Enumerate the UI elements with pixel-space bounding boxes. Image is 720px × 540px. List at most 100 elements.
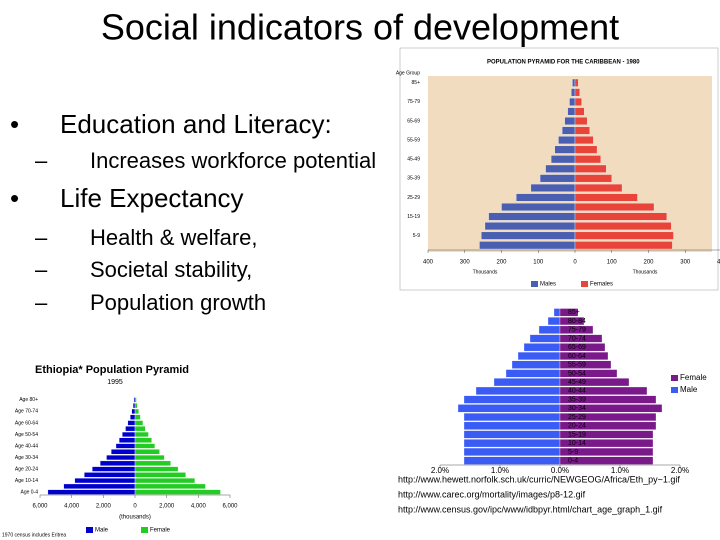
bar <box>134 478 195 484</box>
bar <box>553 308 561 317</box>
bar <box>475 386 561 395</box>
bar <box>74 478 136 484</box>
bar <box>505 369 561 378</box>
bar <box>134 449 160 455</box>
bar <box>564 117 576 125</box>
bar <box>574 117 588 125</box>
x-tick-label: 200 <box>643 260 654 266</box>
bar <box>125 426 136 432</box>
x-tick-label: 100 <box>533 260 544 266</box>
bar <box>559 447 654 456</box>
legend-swatch <box>86 527 93 533</box>
bar <box>119 437 136 443</box>
bar <box>574 174 612 183</box>
age-label: 80-84 <box>568 318 586 325</box>
bar <box>479 241 576 250</box>
age-label: 70-74 <box>568 335 586 342</box>
x-tick-label: 2,000 <box>96 504 112 510</box>
x-tick-label: 1.0% <box>611 466 629 475</box>
bar <box>484 222 576 231</box>
age-label: 0-4 <box>568 457 578 464</box>
age-label: Age 70-74 <box>15 409 38 415</box>
bar <box>457 404 561 413</box>
bar <box>111 449 136 455</box>
age-label: 5-9 <box>413 233 420 239</box>
bar <box>574 203 655 211</box>
bar <box>554 145 576 154</box>
bullet: • <box>10 109 19 139</box>
bar <box>523 343 561 352</box>
age-label: 35-39 <box>568 396 586 403</box>
x-axis-label: Thousands <box>473 269 498 275</box>
bar <box>463 456 561 465</box>
bar <box>574 88 580 97</box>
age-label: 5-9 <box>568 449 578 456</box>
dash: – <box>35 225 48 250</box>
bar <box>559 404 663 413</box>
bar <box>559 421 657 430</box>
bar <box>134 454 165 461</box>
bar <box>134 431 149 438</box>
dash: – <box>35 290 48 315</box>
bar <box>115 443 136 449</box>
dash: – <box>35 257 48 282</box>
bar <box>134 437 152 443</box>
age-label: 65-69 <box>568 344 586 351</box>
bar <box>574 231 674 240</box>
sub-bullet-text: Health & welfare, <box>90 225 258 250</box>
age-label: 35-39 <box>407 176 420 182</box>
age-label: 75-79 <box>568 327 586 334</box>
age-label: 55-59 <box>407 137 420 143</box>
x-tick-label: 2.0% <box>671 466 689 475</box>
bar <box>530 183 576 192</box>
bar <box>134 460 171 466</box>
bar <box>134 489 221 495</box>
age-label: Age 50-54 <box>15 432 38 438</box>
x-tick-label: 4,000 <box>64 504 80 510</box>
x-tick-label: 300 <box>680 260 691 266</box>
bar <box>131 408 136 414</box>
bar <box>92 466 136 472</box>
age-label: 45-49 <box>407 157 420 163</box>
bar <box>516 193 576 202</box>
bar <box>463 421 561 430</box>
bar <box>547 317 561 326</box>
age-label: 85+ <box>568 309 580 316</box>
legend-label: Females <box>590 282 613 288</box>
bar <box>559 325 594 334</box>
x-tick-label: 400 <box>423 260 434 266</box>
age-label: Age 80+ <box>19 397 38 403</box>
legend-label: Males <box>540 282 556 288</box>
bar <box>574 107 585 116</box>
bullet-text: Life Expectancy <box>60 183 244 213</box>
bar <box>559 395 657 404</box>
age-label: Age 40-44 <box>15 443 38 449</box>
age-label: Age 30-34 <box>15 455 38 461</box>
bar <box>571 88 576 97</box>
bar <box>559 413 657 422</box>
bar <box>134 397 137 403</box>
age-label: 85+ <box>412 80 421 86</box>
bar <box>569 97 576 106</box>
bar <box>100 460 136 466</box>
age-label: 10-14 <box>568 440 586 447</box>
bar <box>463 447 561 456</box>
bar <box>501 203 576 211</box>
bar <box>134 443 155 449</box>
bar <box>559 378 630 387</box>
bar <box>559 369 618 378</box>
bar <box>574 97 582 106</box>
bar <box>559 317 585 326</box>
legend-swatch <box>671 387 678 393</box>
sub-bullet-text: Population growth <box>90 290 266 315</box>
figure-title: POPULATION PYRAMID FOR THE CARIBBEAN - 1… <box>487 60 640 66</box>
x-tick-label: 0 <box>573 260 577 266</box>
bar <box>559 386 648 395</box>
source-url: http://www.carec.org/mortality/images/p8… <box>398 489 586 499</box>
bar <box>481 231 576 240</box>
figure-subtitle: 1995 <box>107 379 123 386</box>
legend-swatch <box>581 281 588 287</box>
bar <box>511 360 561 369</box>
